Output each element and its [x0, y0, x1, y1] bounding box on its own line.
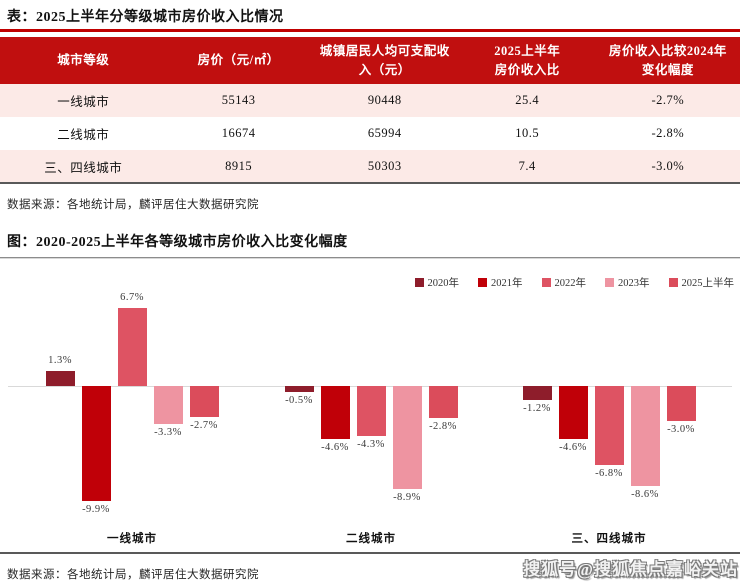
- table-cell: 50303: [367, 158, 402, 173]
- table-header-row: 城市等级 房价（元/㎡） 城镇居民人均可支配收 入（元） 2025上半年 房价收入比房…: [0, 37, 740, 84]
- chart-bar: [189, 386, 219, 417]
- chart-bar: [522, 386, 552, 400]
- legend-label: 2020年: [427, 278, 460, 289]
- chart-legend: 2020年 2021年 2022年 2023年 2025上半年: [414, 275, 735, 290]
- watermark-text: 搜狐号@搜狐焦点嘉峪关站: [523, 560, 738, 579]
- column-header: 房价收入比较2024年 变化幅度: [595, 37, 740, 84]
- table-body: 一线城市 55143 90448 25.4 -2.7% 二线城市 16674 65994 10.…: [0, 84, 740, 183]
- chart-bar: [356, 386, 386, 436]
- dark-divider: [0, 552, 740, 554]
- chart-bar: [428, 386, 458, 418]
- bar-chart: 2020年 2021年 2022年 2023年 2025上半年 1.3% -0.5% -1.…: [0, 259, 740, 552]
- table-cell: 16674: [221, 126, 256, 140]
- bar-value-label: -8.6%: [631, 489, 659, 500]
- x-axis-category-label: 三、四线城市: [571, 533, 647, 545]
- legend-label: 2022年: [554, 278, 587, 289]
- bar-value-label: 1.3%: [48, 355, 72, 366]
- table-source-note: 数据来源：各地统计局，麟评居住大数据研究院: [7, 199, 259, 211]
- table-cell: -2.8%: [651, 126, 685, 140]
- chart-bar: [558, 386, 588, 439]
- table-cell: 一线城市: [57, 95, 110, 109]
- legend-label: 2021年: [491, 278, 523, 289]
- chart-bar: [594, 386, 624, 465]
- legend-item: 2021年: [478, 275, 523, 290]
- chart-bar: [630, 386, 660, 486]
- table-cell: -3.0%: [651, 158, 685, 173]
- legend-swatch-icon: [668, 278, 678, 287]
- bar-value-label: -6.8%: [595, 468, 623, 479]
- table-cell: 二线城市: [57, 128, 110, 142]
- bar-value-label: -2.8%: [429, 421, 457, 432]
- column-header: 城镇居民人均可支配收 入（元）: [310, 37, 459, 84]
- column-header: 房价（元/㎡）: [166, 37, 311, 84]
- table-row: 三、四线城市 8915 50303 7.4 -3.0%: [0, 150, 740, 183]
- bar-value-label: -4.3%: [357, 439, 385, 450]
- legend-item: 2022年: [541, 275, 587, 290]
- table-cell: -2.7%: [651, 93, 685, 107]
- legend-item: 2020年: [414, 275, 460, 290]
- column-header: 城市等级: [0, 37, 167, 84]
- chart-bar: [45, 371, 75, 386]
- table-cell: 90448: [367, 93, 402, 107]
- housing-ratio-table: 城市等级 房价（元/㎡） 城镇居民人均可支配收 入（元） 2025上半年 房价收入比房…: [0, 37, 740, 184]
- legend-item: 2023年: [605, 275, 650, 290]
- table-cell: 65994: [367, 126, 402, 140]
- chart-bar: [117, 308, 147, 386]
- table-cell: 7.4: [518, 158, 536, 173]
- x-axis-category-label: 一线城市: [107, 533, 157, 545]
- chart-bar: [284, 386, 314, 392]
- chart-bar: [320, 386, 350, 439]
- bar-value-label: -4.6%: [559, 442, 587, 453]
- table-cell: 25.4: [515, 93, 540, 107]
- table-cell: 三、四线城市: [44, 160, 123, 175]
- table-title: 表：2025上半年分等级城市房价收入比情况: [7, 10, 284, 25]
- bar-value-label: -3.3%: [154, 427, 182, 438]
- chart-bar: [666, 386, 696, 421]
- legend-label: 2023年: [618, 278, 650, 289]
- table-cell: 8915: [225, 158, 253, 173]
- chart-bar: [392, 386, 422, 489]
- bar-value-label: 6.7%: [120, 292, 144, 303]
- bar-value-label: -4.6%: [321, 442, 349, 453]
- table-cell: 10.5: [515, 126, 540, 140]
- x-axis-category-label: 二线城市: [346, 533, 396, 545]
- column-header: 2025上半年 房价收入比: [458, 37, 596, 84]
- legend-swatch-icon: [414, 278, 424, 287]
- chart-bar: [81, 386, 111, 501]
- gray-divider: [0, 257, 740, 259]
- bar-value-label: -2.7%: [190, 420, 218, 431]
- bar-value-label: -9.9%: [82, 504, 110, 515]
- legend-swatch-icon: [478, 278, 487, 287]
- bar-value-label: -8.9%: [393, 492, 421, 503]
- legend-label: 2025上半年: [681, 278, 735, 289]
- chart-title: 图：2020-2025上半年各等级城市房价收入比变化幅度: [7, 235, 348, 250]
- legend-item: 2025上半年: [668, 275, 735, 290]
- table-cell: 55143: [221, 93, 256, 107]
- table-row: 一线城市 55143 90448 25.4 -2.7%: [0, 84, 740, 117]
- chart-bar: [153, 386, 183, 424]
- bar-value-label: -0.5%: [285, 395, 313, 406]
- bar-value-label: -3.0%: [667, 424, 695, 435]
- red-divider: [0, 29, 740, 32]
- legend-swatch-icon: [605, 278, 614, 287]
- table-row: 二线城市 16674 65994 10.5 -2.8%: [0, 117, 740, 150]
- legend-swatch-icon: [541, 278, 551, 287]
- chart-source-note: 数据来源：各地统计局，麟评居住大数据研究院: [7, 569, 259, 581]
- bar-value-label: -1.2%: [523, 403, 551, 414]
